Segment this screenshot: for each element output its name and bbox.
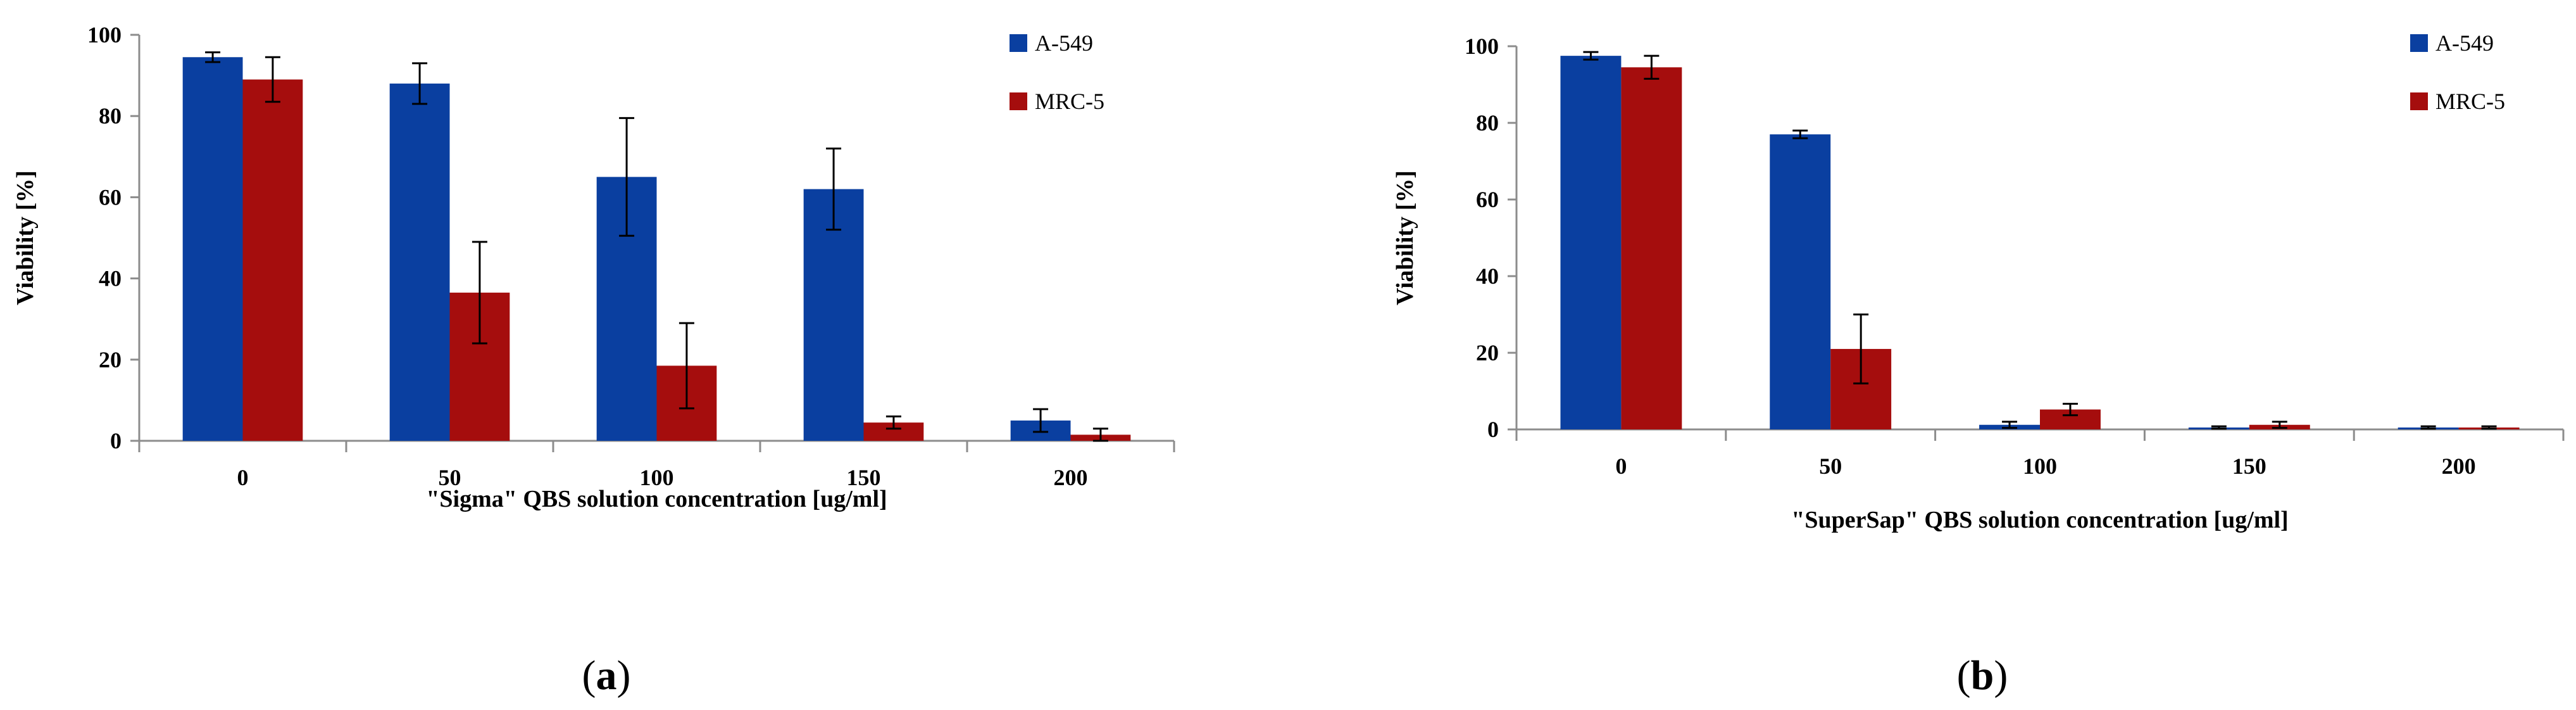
caption-a-close: ) (617, 652, 631, 699)
legend-label: A-549 (2435, 30, 2494, 56)
y-tick-label: 40 (1476, 263, 1499, 289)
bar-a-549 (1560, 56, 1622, 429)
y-tick-label: 100 (1465, 34, 1499, 59)
caption-b: (b) (1957, 652, 2008, 699)
x-tick-label: 50 (1819, 453, 1842, 479)
legend-label: MRC-5 (2435, 89, 2505, 114)
chart-a: 0 20 40 60 80 100 0 50 100 150 200 A-549 MRC-5 "Sigma… (12, 22, 1175, 512)
x-axis-title: "Sigma" QBS solution concentration [ug/m… (426, 486, 887, 512)
y-tick-label: 80 (99, 103, 122, 129)
x-tick-label: 0 (237, 465, 249, 490)
x-axis-title: "SuperSap" QBS solution concentration [u… (1791, 507, 2288, 533)
y-tick-label: 60 (1476, 187, 1499, 212)
x-tick-label: 50 (439, 465, 461, 490)
bar-a-549 (803, 189, 864, 441)
bar-mrc-5 (1621, 67, 1682, 429)
legend-swatch (1010, 34, 1027, 52)
x-tick-label: 100 (640, 465, 674, 490)
bar-a-549 (389, 83, 450, 441)
caption-a: (a) (582, 652, 631, 699)
y-tick-label: 100 (87, 22, 122, 48)
y-tick-label: 0 (110, 428, 122, 453)
x-tick-label: 100 (2023, 453, 2057, 479)
x-tick-label: 0 (1615, 453, 1627, 479)
caption-a-open: ( (582, 652, 596, 699)
y-tick-label: 20 (1476, 340, 1499, 365)
x-tick-label: 150 (2232, 453, 2267, 479)
x-tick-label: 150 (847, 465, 881, 490)
caption-b-close: ) (1994, 652, 2008, 699)
caption-a-letter: a (596, 652, 617, 699)
y-axis-title: Viability [%] (1392, 170, 1418, 305)
legend-label: A-549 (1035, 30, 1093, 56)
y-tick-label: 40 (99, 266, 122, 291)
y-tick-label: 80 (1476, 110, 1499, 136)
y-axis-title: Viability [%] (12, 170, 39, 305)
x-tick-label: 200 (1054, 465, 1088, 490)
bar-a-549 (182, 57, 243, 441)
legend-label: MRC-5 (1035, 89, 1104, 114)
x-tick-label: 200 (2442, 453, 2476, 479)
y-tick-label: 0 (1487, 417, 1499, 442)
legend-swatch (2410, 92, 2428, 110)
caption-b-open: ( (1957, 652, 1971, 699)
bar-a-549 (1770, 134, 1831, 429)
caption-b-letter: b (1971, 652, 1994, 699)
bar-mrc-5 (242, 79, 303, 441)
legend-swatch (2410, 34, 2428, 52)
y-tick-label: 20 (99, 347, 122, 372)
chart-b: 0 20 40 60 80 100 0 50 100 150 200 A-549 MRC-5 "Super… (1392, 30, 2565, 533)
y-tick-label: 60 (99, 184, 122, 210)
legend-swatch (1010, 92, 1027, 110)
